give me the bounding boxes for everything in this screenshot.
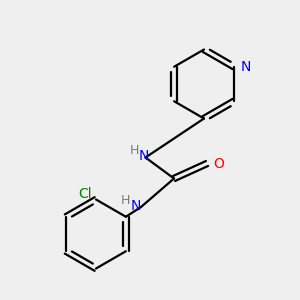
Text: N: N [130, 199, 141, 212]
Text: H: H [121, 194, 130, 207]
Text: N: N [241, 60, 251, 74]
Text: N: N [139, 149, 149, 163]
Text: O: O [213, 157, 224, 170]
Text: Cl: Cl [78, 187, 92, 200]
Text: H: H [129, 143, 139, 157]
